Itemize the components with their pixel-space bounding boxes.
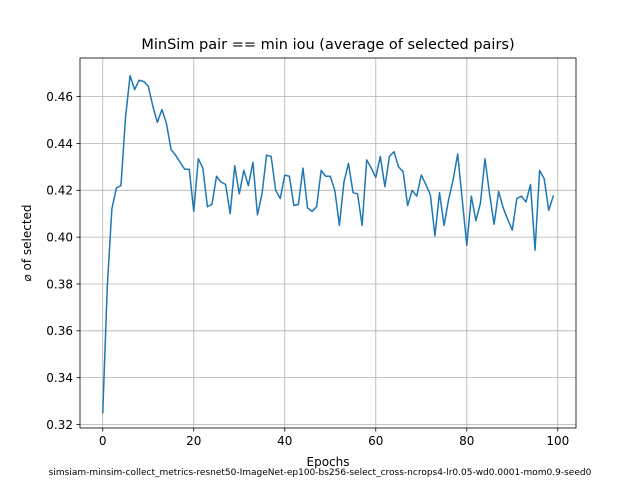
y-tick-label: 0.34 [46, 371, 73, 385]
y-axis-ticks: 0.32 0.34 0.36 0.38 0.40 0.42 0.44 0.46 [46, 90, 80, 432]
x-axis-ticks: 0 20 40 60 80 100 [99, 428, 569, 448]
plot-area-frame [79, 57, 577, 429]
y-tick-label: 0.44 [46, 137, 73, 151]
x-tick-label: 80 [459, 434, 474, 448]
x-tick-label: 0 [99, 434, 107, 448]
run-name-footer: simsiam-minsim-collect_metrics-resnet50-… [49, 468, 592, 478]
series-line-0 [101, 74, 555, 414]
y-tick-label: 0.46 [46, 90, 73, 104]
y-tick-label: 0.36 [46, 324, 73, 338]
y-axis-label: ⌀ of selected [20, 204, 34, 281]
x-axis-label: Epochs [307, 455, 350, 469]
chart-title: MinSim pair == min iou (average of selec… [141, 37, 514, 53]
x-tick-label: 40 [277, 434, 292, 448]
y-tick-label: 0.32 [46, 418, 73, 432]
y-tick-label: 0.40 [46, 230, 73, 244]
x-tick-label: 60 [368, 434, 383, 448]
y-tick-label: 0.42 [46, 184, 73, 198]
y-tick-label: 0.38 [46, 277, 73, 291]
x-tick-label: 100 [546, 434, 569, 448]
x-tick-label: 20 [186, 434, 201, 448]
series-group [101, 74, 555, 414]
